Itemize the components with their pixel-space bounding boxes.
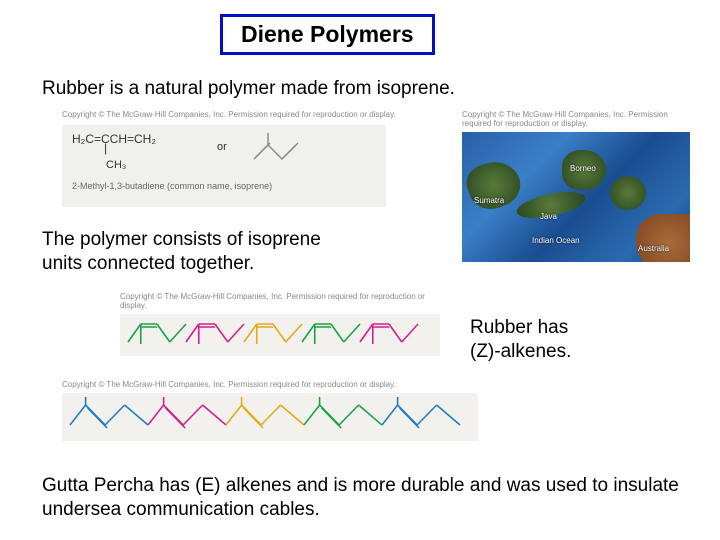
isoprene-caption: 2-Methyl-1,3-butadiene (common name, iso… [72, 181, 272, 191]
copyright-text-1: Copyright © The McGraw-Hill Companies, I… [62, 110, 422, 119]
map-figure: Copyright © The McGraw-Hill Companies, I… [462, 110, 690, 262]
isoprene-figure-body: H₂C=CCH=CH₂ | CH₃ or 2-Methyl-1,3-butadi… [62, 125, 386, 207]
gutta-chain-figure: Copyright © The McGraw-Hill Companies, I… [62, 380, 478, 441]
slide-title: Diene Polymers [241, 21, 414, 47]
gutta-chain-svg [62, 393, 478, 441]
copyright-text-4: Copyright © The McGraw-Hill Companies, I… [62, 380, 478, 389]
copyright-text-3: Copyright © The McGraw-Hill Companies, I… [120, 292, 440, 310]
isoprene-skeletal [250, 131, 304, 165]
rubber-chain-body [120, 314, 440, 356]
map-label-indian-ocean: Indian Ocean [532, 236, 580, 245]
isoprene-ch3-sub: CH₃ [106, 159, 126, 171]
map-label-australia: Australia [638, 244, 669, 253]
isoprene-condensed-formula: H₂C=CCH=CH₂ | [72, 133, 156, 159]
rubber-chain-svg [120, 314, 440, 356]
slide-title-box: Diene Polymers [220, 14, 435, 55]
map-landmass-sumatra [462, 154, 526, 215]
copyright-text-2: Copyright © The McGraw-Hill Companies, I… [462, 110, 690, 128]
isoprene-or-label: or [217, 141, 227, 153]
map-image: Sumatra Borneo Java Indian Ocean Australia [462, 132, 690, 262]
isoprene-figure: Copyright © The McGraw-Hill Companies, I… [62, 110, 422, 207]
map-label-java: Java [540, 212, 557, 221]
gutta-chain-body [62, 393, 478, 441]
map-label-sumatra: Sumatra [474, 196, 504, 205]
map-label-borneo: Borneo [570, 164, 596, 173]
map-landmass-sulawesi [610, 176, 646, 210]
rubber-chain-figure: Copyright © The McGraw-Hill Companies, I… [120, 292, 440, 356]
polymer-units-sentence: The polymer consists of isopreneunits co… [42, 228, 321, 276]
gutta-sentence: Gutta Percha has (E) alkenes and is more… [42, 474, 690, 522]
rubber-has-text: Rubber has(Z)-alkenes. [470, 316, 571, 364]
intro-sentence: Rubber is a natural polymer made from is… [42, 78, 455, 100]
map-landmass-australia [636, 214, 690, 262]
